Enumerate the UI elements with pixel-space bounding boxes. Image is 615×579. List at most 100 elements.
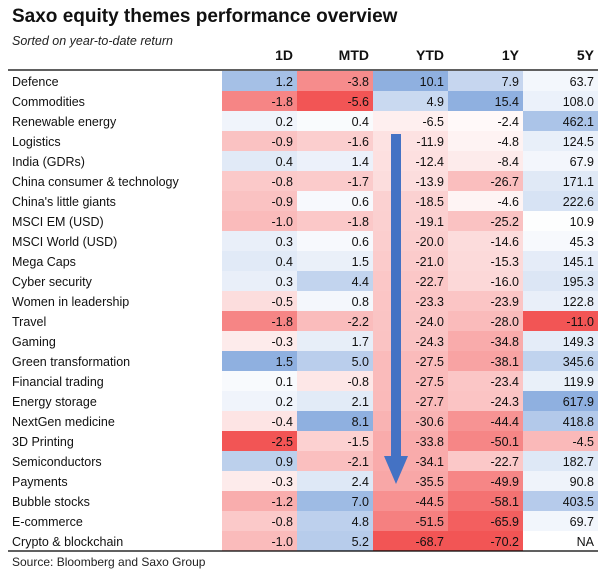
cell-value-travel-mtd: -2.2 <box>347 315 369 329</box>
cell-value-china-s-little-giants-1d: -0.9 <box>271 195 293 209</box>
cell-bg-commodities-5y <box>523 91 598 111</box>
cell-value-3d-printing-mtd: -1.5 <box>347 435 369 449</box>
cell-bg-e-commerce-1d <box>222 511 297 531</box>
cell-value-semiconductors-ytd: -34.1 <box>416 455 445 469</box>
cell-bg-msci-world-usd-1d <box>222 231 297 251</box>
cell-bg-logistics-mtd <box>297 131 373 151</box>
cell-bg-mega-caps-1d <box>222 251 297 271</box>
cell-bg-energy-storage-5y <box>523 391 598 411</box>
row-label-defence: Defence <box>12 75 59 89</box>
cell-value-china-consumer-technology-1y: -26.7 <box>491 175 520 189</box>
row-label-travel: Travel <box>12 315 46 329</box>
cell-bg-travel-1d <box>222 311 297 331</box>
cell-value-india-gdrs-1d: 0.4 <box>276 155 293 169</box>
cell-value-nextgen-medicine-ytd: -30.6 <box>416 415 445 429</box>
cell-value-mega-caps-ytd: -21.0 <box>416 255 445 269</box>
cell-value-3d-printing-1d: -2.5 <box>271 435 293 449</box>
cell-bg-green-transformation-1y <box>448 351 523 371</box>
row-label-india-gdrs: India (GDRs) <box>12 155 85 169</box>
cell-bg-nextgen-medicine-1d <box>222 411 297 431</box>
cell-value-defence-1d: 1.2 <box>276 75 293 89</box>
cell-bg-gaming-1y <box>448 331 523 351</box>
cell-value-gaming-ytd: -24.3 <box>416 335 445 349</box>
cell-value-e-commerce-5y: 69.7 <box>570 515 594 529</box>
cell-value-logistics-mtd: -1.6 <box>347 135 369 149</box>
cell-value-financial-trading-5y: 119.9 <box>564 375 594 389</box>
cell-value-msci-em-usd-1d: -1.0 <box>271 215 293 229</box>
cell-value-e-commerce-ytd: -51.5 <box>416 515 445 529</box>
cell-value-china-s-little-giants-5y: 222.6 <box>563 195 594 209</box>
cell-bg-green-transformation-5y <box>523 351 598 371</box>
cell-bg-financial-trading-1d <box>222 371 297 391</box>
cell-value-semiconductors-5y: 182.7 <box>563 455 594 469</box>
cell-value-women-in-leadership-ytd: -23.3 <box>416 295 445 309</box>
cell-bg-india-gdrs-1d <box>222 151 297 171</box>
cell-bg-bubble-stocks-mtd <box>297 491 373 511</box>
cell-bg-china-consumer-technology-mtd <box>297 171 373 191</box>
cell-bg-crypto-blockchain-1d <box>222 531 297 551</box>
cell-value-bubble-stocks-ytd: -44.5 <box>416 495 445 509</box>
cell-value-3d-printing-1y: -50.1 <box>491 435 520 449</box>
cell-bg-cyber-security-mtd <box>297 271 373 291</box>
cell-value-india-gdrs-ytd: -12.4 <box>416 155 445 169</box>
cell-value-women-in-leadership-1d: -0.5 <box>271 295 293 309</box>
source-note: Source: Bloomberg and Saxo Group <box>12 555 206 569</box>
cell-value-payments-mtd: 2.4 <box>352 475 369 489</box>
cell-value-crypto-blockchain-5y: NA <box>577 535 595 549</box>
cell-value-bubble-stocks-mtd: 7.0 <box>352 495 369 509</box>
row-label-msci-world-usd: MSCI World (USD) <box>12 235 117 249</box>
cell-value-msci-em-usd-5y: 10.9 <box>570 215 594 229</box>
cell-value-e-commerce-1d: -0.8 <box>271 515 293 529</box>
cell-bg-china-s-little-giants-1d <box>222 191 297 211</box>
cell-bg-nextgen-medicine-5y <box>523 411 598 431</box>
cell-bg-renewable-energy-1d <box>222 111 297 131</box>
cell-value-logistics-5y: 124.5 <box>563 135 594 149</box>
cell-bg-women-in-leadership-mtd <box>297 291 373 311</box>
cell-bg-bubble-stocks-1d <box>222 491 297 511</box>
cell-value-defence-mtd: -3.8 <box>347 75 369 89</box>
cell-value-commodities-ytd: 4.9 <box>427 95 444 109</box>
cell-bg-msci-world-usd-5y <box>523 231 598 251</box>
cell-value-gaming-1d: -0.3 <box>271 335 293 349</box>
cell-value-payments-1y: -49.9 <box>491 475 520 489</box>
cell-bg-defence-ytd <box>373 71 448 91</box>
cell-value-green-transformation-mtd: 5.0 <box>352 355 369 369</box>
cell-bg-msci-em-usd-1d <box>222 211 297 231</box>
cell-value-green-transformation-ytd: -27.5 <box>416 355 445 369</box>
cell-bg-e-commerce-1y <box>448 511 523 531</box>
cell-bg-travel-1y <box>448 311 523 331</box>
cell-bg-china-consumer-technology-1d <box>222 171 297 191</box>
cell-value-green-transformation-1d: 1.5 <box>276 355 293 369</box>
cell-value-commodities-5y: 108.0 <box>563 95 594 109</box>
cell-bg-msci-em-usd-1y <box>448 211 523 231</box>
cell-value-msci-world-usd-ytd: -20.0 <box>416 235 445 249</box>
row-label-green-transformation: Green transformation <box>12 355 130 369</box>
cell-value-cyber-security-1d: 0.3 <box>276 275 293 289</box>
column-header-mtd: MTD <box>339 47 369 63</box>
row-label-renewable-energy: Renewable energy <box>12 115 117 129</box>
cell-value-mega-caps-1d: 0.4 <box>276 255 293 269</box>
cell-bg-mega-caps-1y <box>448 251 523 271</box>
row-label-semiconductors: Semiconductors <box>12 455 102 469</box>
cell-value-financial-trading-mtd: -0.8 <box>347 375 369 389</box>
cell-value-renewable-energy-1y: -2.4 <box>497 115 519 129</box>
chart-subtitle: Sorted on year-to-date return <box>12 34 173 48</box>
cell-bg-bubble-stocks-1y <box>448 491 523 511</box>
cell-bg-renewable-energy-mtd <box>297 111 373 131</box>
row-label-gaming: Gaming <box>12 335 56 349</box>
cell-bg-china-s-little-giants-mtd <box>297 191 373 211</box>
cell-value-financial-trading-1d: 0.1 <box>276 375 293 389</box>
cell-value-commodities-mtd: -5.6 <box>347 95 369 109</box>
row-label-nextgen-medicine: NextGen medicine <box>12 415 115 429</box>
cell-value-energy-storage-ytd: -27.7 <box>416 395 445 409</box>
cell-bg-semiconductors-1d <box>222 451 297 471</box>
cell-value-msci-world-usd-1y: -14.6 <box>491 235 520 249</box>
cell-bg-travel-5y <box>523 311 598 331</box>
cell-value-gaming-mtd: 1.7 <box>352 335 369 349</box>
row-label-financial-trading: Financial trading <box>12 375 104 389</box>
cell-bg-bubble-stocks-5y <box>523 491 598 511</box>
cell-bg-e-commerce-5y <box>523 511 598 531</box>
cell-bg-defence-1d <box>222 71 297 91</box>
cell-value-payments-5y: 90.8 <box>570 475 594 489</box>
